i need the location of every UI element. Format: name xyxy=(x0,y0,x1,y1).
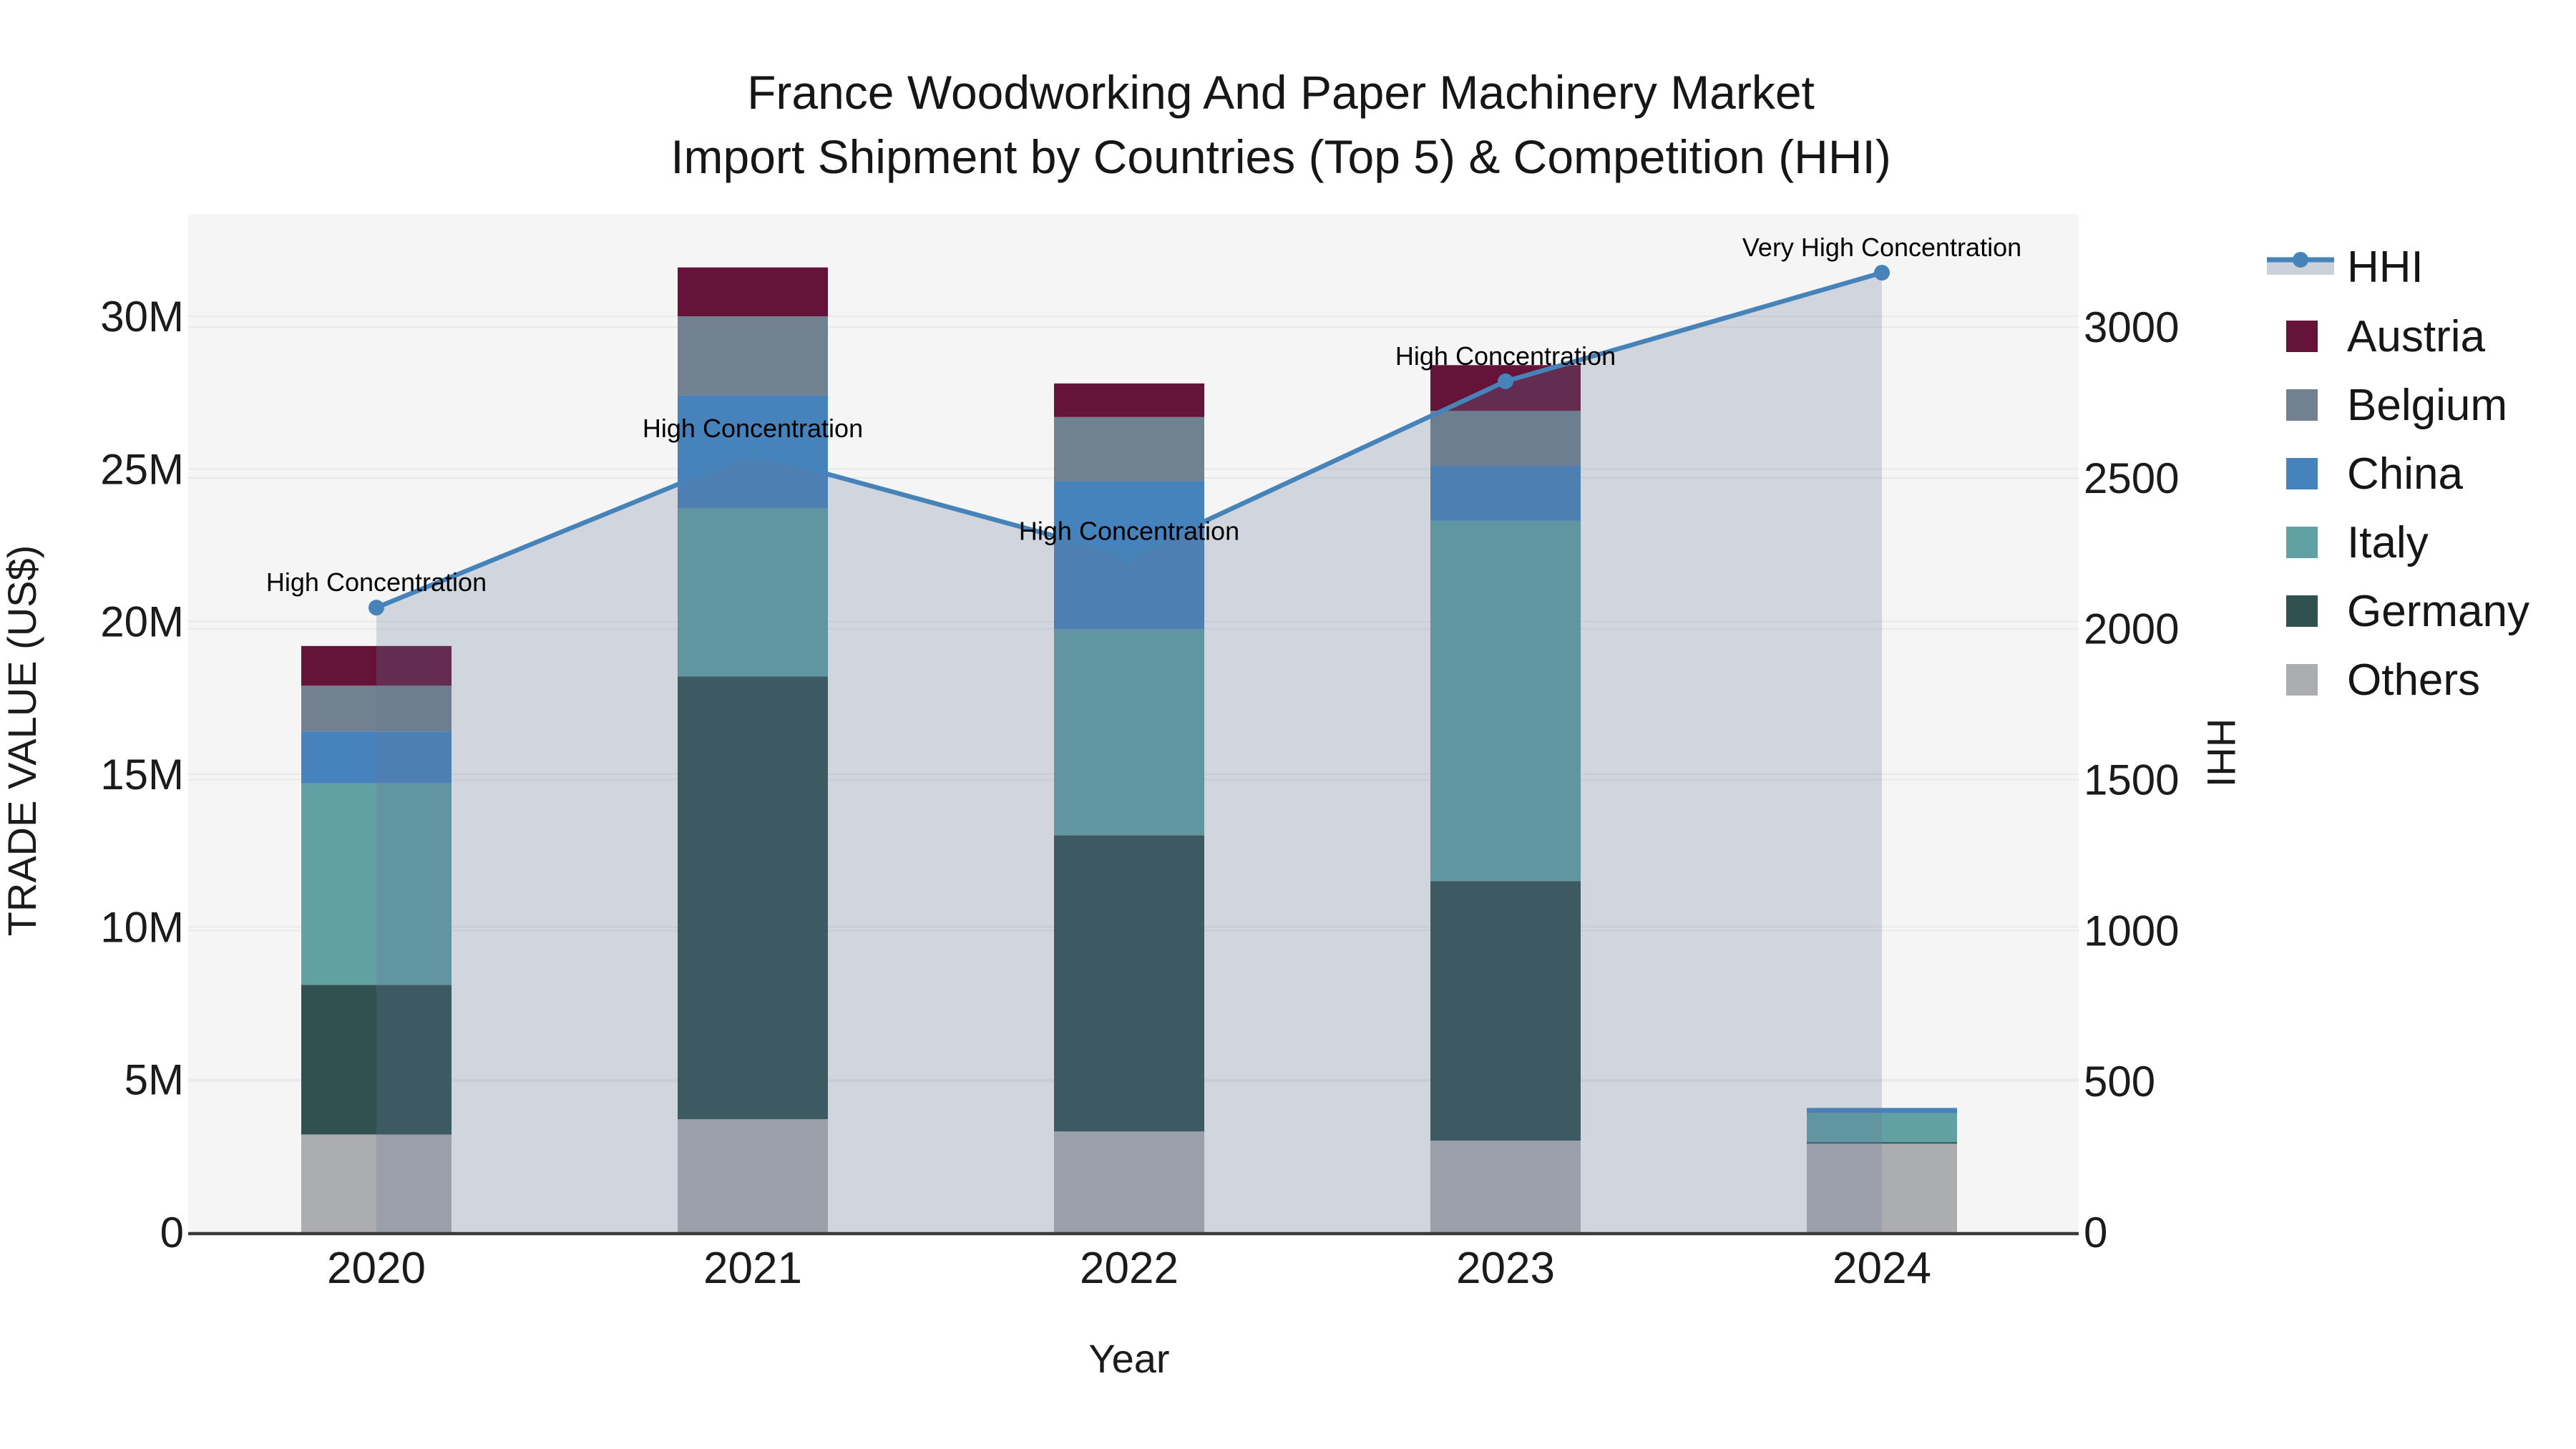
y-left-tick-10M: 10M xyxy=(100,903,184,951)
bar-segment-2023-italy xyxy=(1430,520,1581,882)
legend-item-others[interactable]: Others xyxy=(2286,655,2480,705)
legend-label-others: Others xyxy=(2347,655,2480,705)
bar-segment-2020-china xyxy=(301,731,452,784)
x-tick-2022: 2022 xyxy=(1080,1244,1179,1293)
y-right-tick-3000: 3000 xyxy=(2084,303,2179,351)
bar-segment-2023-china xyxy=(1430,466,1581,521)
y-right-tick-0: 0 xyxy=(2084,1209,2107,1257)
legend-swatch-austria-icon xyxy=(2286,321,2318,352)
hhi-marker-2023 xyxy=(1498,373,1513,389)
bar-segment-2022-belgium xyxy=(1054,416,1204,482)
bar-segment-2022-others xyxy=(1054,1131,1204,1232)
legend-swatch-belgium-icon xyxy=(2286,389,2318,421)
x-tick-2024: 2024 xyxy=(1833,1244,1931,1293)
annotation-2024: Very High Concentration xyxy=(1742,233,2021,262)
bar-segment-2024-germany xyxy=(1807,1142,1957,1144)
y-right-tick-2000: 2000 xyxy=(2084,605,2179,653)
x-tick-2023: 2023 xyxy=(1456,1244,1555,1293)
annotation-2022: High Concentration xyxy=(1019,516,1239,545)
legend-label-italy: Italy xyxy=(2347,518,2429,567)
y-right-tick-2500: 2500 xyxy=(2084,454,2179,502)
annotation-2023: High Concentration xyxy=(1395,341,1616,371)
y-right-tick-1000: 1000 xyxy=(2084,907,2179,955)
bar-segment-2021-belgium xyxy=(678,316,828,396)
legend-label-belgium: Belgium xyxy=(2347,381,2507,430)
bar-segment-2021-italy xyxy=(678,508,828,677)
bar-segment-2024-others xyxy=(1807,1143,1957,1232)
y-left-tick-5M: 5M xyxy=(125,1056,184,1104)
bar-segment-2021-austria xyxy=(678,267,828,316)
legend-label-germany: Germany xyxy=(2347,587,2529,636)
legend-item-italy[interactable]: Italy xyxy=(2286,518,2429,567)
y-left-tick-25M: 25M xyxy=(100,445,184,493)
bar-segment-2022-austria xyxy=(1054,383,1204,417)
hhi-marker-2022 xyxy=(1121,548,1137,565)
hhi-marker-2024 xyxy=(1874,265,1890,281)
bar-segment-2023-belgium xyxy=(1430,411,1581,467)
y-axis-left-title: TRADE VALUE (US$) xyxy=(0,545,44,937)
annotation-2021: High Concentration xyxy=(643,414,863,443)
bar-segment-2023-germany xyxy=(1430,881,1581,1141)
hhi-marker-2021 xyxy=(745,446,761,462)
y-right-tick-1500: 1500 xyxy=(2084,756,2179,804)
x-tick-2020: 2020 xyxy=(327,1244,426,1293)
hhi-area-fill xyxy=(376,273,1882,1233)
legend-swatch-china-icon xyxy=(2286,458,2318,489)
chart-title-line-1: France Woodworking And Paper Machinery M… xyxy=(747,66,1815,119)
bar-segment-2020-others xyxy=(301,1134,452,1232)
bar-segment-2024-china xyxy=(1807,1108,1957,1113)
bar-segment-2022-italy xyxy=(1054,629,1204,836)
bar-segment-2020-italy xyxy=(301,783,452,985)
chart-title-line-2: Import Shipment by Countries (Top 5) & C… xyxy=(670,130,1891,183)
legend-swatch-italy-icon xyxy=(2286,527,2318,558)
bar-segment-2021-others xyxy=(678,1119,828,1232)
x-axis-title: Year xyxy=(1088,1336,1169,1381)
bar-segment-2020-germany xyxy=(301,985,452,1135)
bar-segment-2020-belgium xyxy=(301,686,452,732)
y-left-tick-15M: 15M xyxy=(100,751,184,799)
legend-label-china: China xyxy=(2347,449,2464,499)
bar-segment-2024-italy xyxy=(1807,1113,1957,1143)
annotation-2020: High Concentration xyxy=(266,567,487,597)
legend-item-belgium[interactable]: Belgium xyxy=(2286,381,2507,430)
bar-segment-2023-others xyxy=(1430,1141,1581,1232)
y-left-tick-20M: 20M xyxy=(100,598,184,646)
y-left-tick-0: 0 xyxy=(160,1209,184,1257)
legend-item-china[interactable]: China xyxy=(2286,449,2464,499)
y-left-tick-30M: 30M xyxy=(100,293,184,341)
x-tick-2021: 2021 xyxy=(703,1244,802,1293)
bar-segment-2021-germany xyxy=(678,676,828,1120)
y-axis-right-title: HHI xyxy=(2199,718,2244,787)
bar-segment-2022-germany xyxy=(1054,835,1204,1132)
legend-label-hhi: HHI xyxy=(2347,243,2424,292)
y-right-tick-500: 500 xyxy=(2084,1058,2155,1106)
hhi-marker-2020 xyxy=(369,600,384,616)
bar-segment-2020-austria xyxy=(301,645,452,686)
legend-item-germany[interactable]: Germany xyxy=(2286,587,2529,636)
legend-hhi-marker-icon xyxy=(2293,252,2308,268)
legend-swatch-others-icon xyxy=(2286,664,2318,696)
legend-label-austria: Austria xyxy=(2347,312,2485,361)
legend-item-austria[interactable]: Austria xyxy=(2286,312,2485,361)
legend-swatch-germany-icon xyxy=(2286,595,2318,627)
legend-item-hhi[interactable]: HHI xyxy=(2267,243,2424,292)
